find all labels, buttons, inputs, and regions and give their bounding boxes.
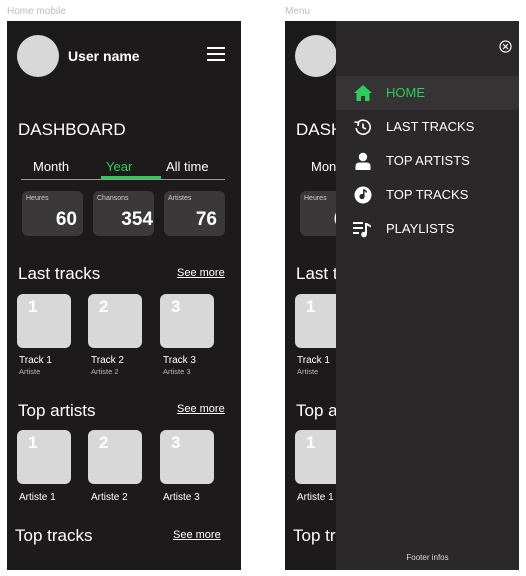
username: User name — [68, 48, 140, 64]
track-artist: Artiste — [19, 367, 41, 376]
period-tabs: Month Year All time — [21, 159, 225, 180]
see-more-top-tracks-link[interactable]: See more — [173, 529, 221, 541]
artist-photo[interactable]: 1 — [17, 430, 71, 484]
menu-item-label: TOP ARTISTS — [386, 153, 470, 168]
navigation-drawer: HOME LAST TRACKS TOP ARTISTS TOP TR — [336, 21, 519, 570]
track-artist: Artiste 3 — [163, 367, 191, 376]
artist-name: Artiste 1 — [19, 492, 56, 503]
page-title: DASHBOARD — [18, 120, 126, 139]
see-more-top-artists-link[interactable]: See more — [177, 403, 225, 415]
home-screen: User name DASHBOARD Month Year All time … — [7, 21, 241, 570]
stat-card-artists: Artistes 76 — [164, 191, 225, 236]
stat-label: Heures — [26, 195, 49, 202]
stat-label: Heures — [304, 195, 327, 202]
menu-item-top-tracks[interactable]: TOP TRACKS — [336, 178, 519, 212]
track-title: Track 2 — [91, 355, 124, 366]
rank-number: 3 — [171, 297, 181, 316]
menu-item-playlists[interactable]: PLAYLISTS — [336, 212, 519, 246]
section-title-top-artists: Top artists — [18, 401, 96, 420]
track-artwork[interactable]: 2 — [88, 294, 142, 348]
menu-item-label: LAST TRACKS — [386, 119, 475, 134]
menu-item-top-artists[interactable]: TOP ARTISTS — [336, 144, 519, 178]
track-artwork[interactable]: 1 — [17, 294, 71, 348]
track-artwork[interactable]: 3 — [160, 294, 214, 348]
rank-number: 1 — [28, 433, 38, 452]
menu-item-last-tracks[interactable]: LAST TRACKS — [336, 110, 519, 144]
avatar[interactable] — [17, 35, 59, 77]
menu-item-label: HOME — [386, 85, 425, 100]
stat-value: 60 — [55, 209, 77, 230]
rank-number: 1 — [306, 297, 316, 316]
rank-number: 2 — [99, 433, 109, 452]
rank-number: 3 — [171, 433, 181, 452]
hamburger-menu-icon[interactable] — [207, 47, 225, 61]
stat-card-songs: Chansons 354 — [93, 191, 154, 236]
footer-info: Footer infos — [406, 553, 449, 562]
track-artist: Artiste 2 — [91, 367, 119, 376]
stat-label: Chansons — [97, 195, 129, 202]
playlist-icon — [353, 222, 371, 238]
frame-label-home: Home mobile — [7, 6, 66, 17]
tab-all-time[interactable]: All time — [166, 159, 209, 174]
see-more-last-tracks-link[interactable]: See more — [177, 267, 225, 279]
artist-photo[interactable]: 2 — [88, 430, 142, 484]
menu-item-home[interactable]: HOME — [336, 76, 519, 110]
track-title: Track 3 — [163, 355, 196, 366]
artist-name: Artiste 2 — [91, 492, 128, 503]
stat-card-hours: Heures 60 — [22, 191, 83, 236]
stat-value: 354 — [121, 209, 153, 230]
close-icon[interactable] — [499, 40, 512, 53]
active-tab-indicator — [101, 176, 161, 179]
track-title: Track 1 — [19, 355, 52, 366]
history-icon — [354, 119, 371, 136]
stat-value: 76 — [195, 209, 217, 230]
artist-photo[interactable]: 3 — [160, 430, 214, 484]
music-disc-icon — [354, 186, 372, 204]
artist-name: Artiste 1 — [297, 492, 334, 503]
stat-label: Artistes — [168, 195, 192, 202]
track-artist: Artiste — [297, 367, 319, 376]
rank-number: 1 — [306, 433, 316, 452]
section-title-top-tracks: Top tracks — [15, 526, 93, 545]
user-icon — [355, 152, 371, 170]
artist-name: Artiste 3 — [163, 492, 200, 503]
avatar — [295, 35, 337, 77]
tab-month[interactable]: Month — [33, 159, 70, 174]
section-title-last-tracks: Last tracks — [18, 264, 101, 283]
menu-item-label: PLAYLISTS — [386, 221, 455, 236]
rank-number: 2 — [99, 297, 109, 316]
frame-label-menu: Menu — [285, 6, 311, 17]
menu-screen: DASHBOARD Month Heures 60 Last tracks 1 … — [285, 21, 519, 570]
rank-number: 1 — [28, 297, 38, 316]
home-icon — [354, 85, 372, 101]
track-title: Track 1 — [297, 355, 330, 366]
tab-year[interactable]: Year — [106, 159, 133, 174]
menu-item-label: TOP TRACKS — [386, 187, 469, 202]
